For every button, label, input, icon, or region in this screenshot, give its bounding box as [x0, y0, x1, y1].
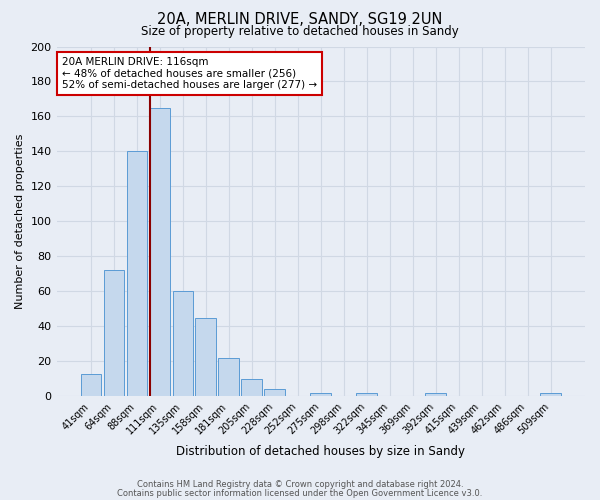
X-axis label: Distribution of detached houses by size in Sandy: Distribution of detached houses by size … — [176, 444, 465, 458]
Bar — [218, 358, 239, 397]
Bar — [310, 393, 331, 396]
Bar — [80, 374, 101, 396]
Bar — [127, 152, 147, 396]
Bar — [173, 292, 193, 397]
Text: Contains HM Land Registry data © Crown copyright and database right 2024.: Contains HM Land Registry data © Crown c… — [137, 480, 463, 489]
Bar — [265, 390, 285, 396]
Text: Contains public sector information licensed under the Open Government Licence v3: Contains public sector information licen… — [118, 488, 482, 498]
Bar — [104, 270, 124, 396]
Bar — [356, 393, 377, 396]
Text: Size of property relative to detached houses in Sandy: Size of property relative to detached ho… — [141, 25, 459, 38]
Text: 20A MERLIN DRIVE: 116sqm
← 48% of detached houses are smaller (256)
52% of semi-: 20A MERLIN DRIVE: 116sqm ← 48% of detach… — [62, 57, 317, 90]
Bar — [425, 393, 446, 396]
Bar — [540, 393, 561, 396]
Bar — [241, 379, 262, 396]
Bar — [196, 318, 216, 396]
Text: 20A, MERLIN DRIVE, SANDY, SG19 2UN: 20A, MERLIN DRIVE, SANDY, SG19 2UN — [157, 12, 443, 28]
Bar — [149, 108, 170, 397]
Y-axis label: Number of detached properties: Number of detached properties — [15, 134, 25, 309]
